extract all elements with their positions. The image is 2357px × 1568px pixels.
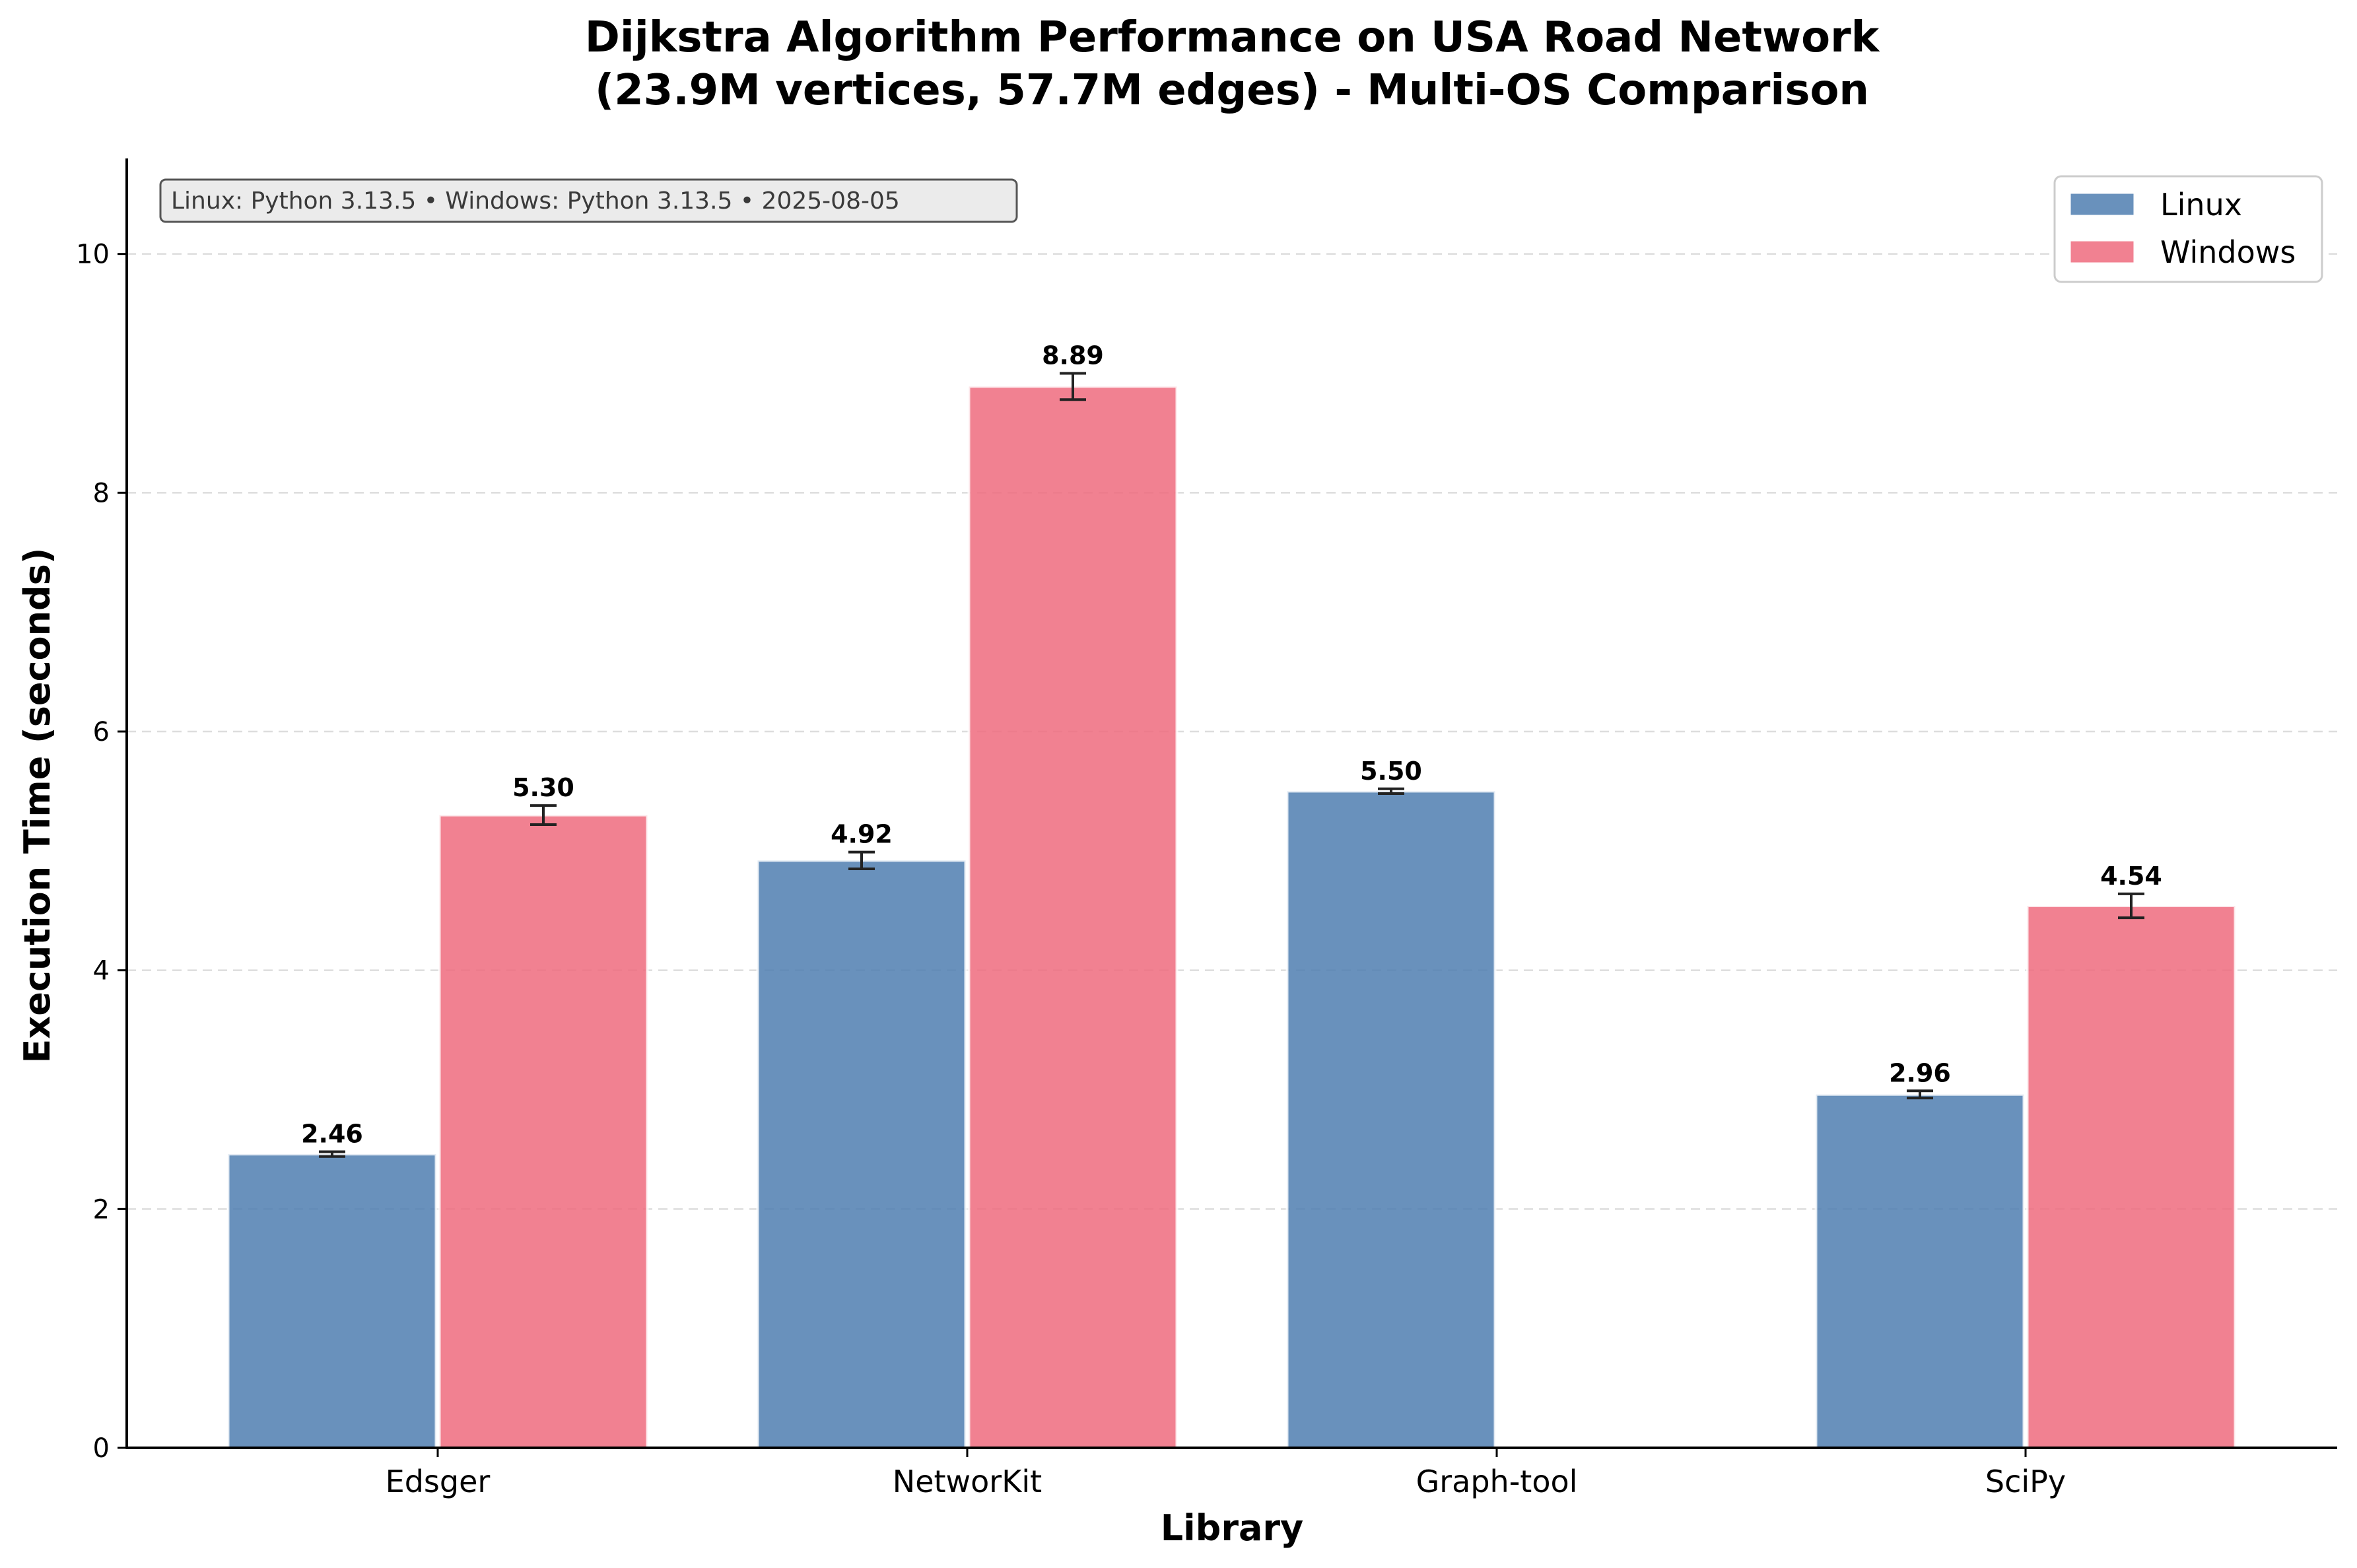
bar-windows-scipy (2026, 904, 2237, 1450)
x-tick-label-graph-tool: Graph-tool (1416, 1464, 1578, 1499)
bar-linux-scipy (1814, 1093, 2026, 1449)
y-tick-label: 2 (93, 1194, 110, 1225)
x-tick-label-networkit: NetworKit (893, 1464, 1042, 1499)
info-box: Linux: Python 3.13.5 • Windows: Python 3… (159, 178, 1018, 223)
x-axis-label: Library (1161, 1507, 1303, 1549)
chart-title: Dijkstra Algorithm Performance on USA Ro… (585, 13, 1880, 115)
y-tick-label: 8 (93, 478, 110, 508)
bar-linux-graph-tool (1285, 790, 1497, 1449)
bar-linux-networkit (756, 859, 967, 1450)
legend-label-windows: Windows (2160, 234, 2296, 270)
x-tick-label-scipy: SciPy (1985, 1464, 2066, 1499)
legend-label-linux: Linux (2160, 187, 2242, 222)
value-label: 5.30 (512, 773, 574, 802)
bar-windows-edsger (438, 813, 649, 1450)
error-bars-layer (319, 372, 2144, 1158)
chart-title-line-2: (23.9M vertices, 57.7M edges) - Multi-OS… (595, 66, 1869, 115)
y-tick-label: 6 (93, 717, 110, 747)
value-label: 5.50 (1360, 757, 1422, 786)
info-box-background (159, 178, 1018, 223)
bars-layer (226, 385, 2237, 1450)
info-box-text: Linux: Python 3.13.5 • Windows: Python 3… (171, 187, 900, 215)
ticks-layer: 0 2 4 6 8 10 Edsger NetworKit Graph-tool SciPy (76, 240, 2066, 1499)
y-tick-label: 4 (93, 956, 110, 986)
value-label: 2.96 (1889, 1058, 1951, 1087)
bar-windows-networkit (967, 385, 1178, 1449)
value-label: 4.54 (2100, 862, 2162, 891)
bar-linux-edsger (226, 1153, 438, 1450)
x-tick-label-edsger: Edsger (386, 1464, 491, 1499)
legend: Linux Windows (2053, 175, 2323, 283)
chart-title-line-1: Dijkstra Algorithm Performance on USA Ro… (585, 13, 1880, 62)
legend-swatch-linux (2068, 191, 2136, 217)
axes-layer (125, 158, 2337, 1449)
value-label: 8.89 (1042, 341, 1104, 370)
legend-swatch-windows (2068, 239, 2136, 265)
value-label: 2.46 (301, 1120, 363, 1149)
y-axis-label: Execution Time (seconds) (17, 548, 58, 1064)
y-tick-label: 0 (93, 1433, 110, 1464)
value-label: 4.92 (831, 820, 893, 849)
value-labels-layer: 2.46 4.92 5.50 2.96 5.30 8.89 4.54 (301, 341, 2162, 1149)
y-tick-label: 10 (76, 240, 110, 270)
